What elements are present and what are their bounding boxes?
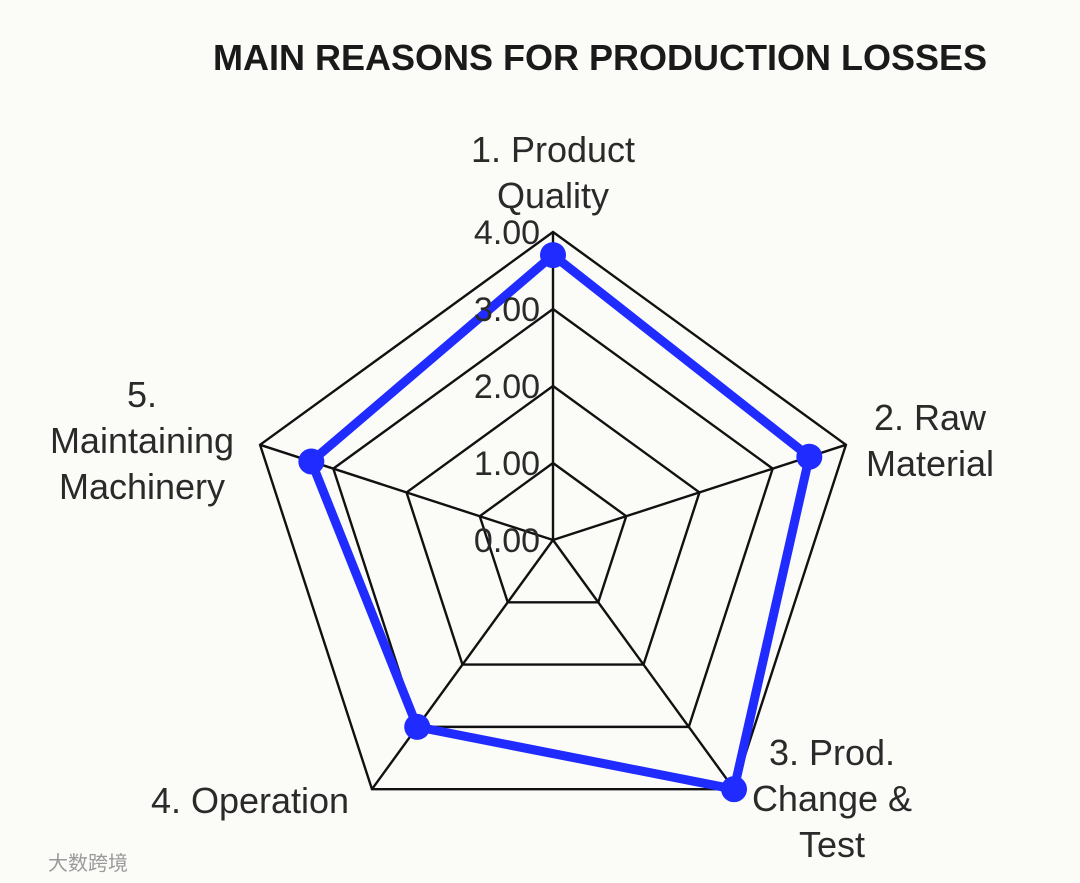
- category-label: 3. Prod. Change & Test: [752, 732, 912, 865]
- grid-spoke: [552, 539, 736, 790]
- data-point: [404, 713, 431, 740]
- tick-label: 4.00: [474, 214, 540, 252]
- grid-spoke: [370, 539, 554, 790]
- category-label: 1. Product Quality: [471, 129, 635, 216]
- category-label: 5. Maintaining Machinery: [50, 374, 234, 507]
- chart-title: MAIN REASONS FOR PRODUCTION LOSSES: [213, 37, 987, 78]
- tick-label: 0.00: [474, 522, 540, 560]
- category-label: 2. Raw Material: [866, 397, 994, 484]
- radial-tick-labels: 0.00 1.00 2.00 3.00 4.00: [474, 214, 540, 560]
- grid-ring: [258, 230, 848, 791]
- category-labels: 1. Product Quality 2. Raw Material 3. Prod. C…: [50, 129, 994, 865]
- grid-ring: [405, 384, 701, 666]
- data-point: [721, 776, 748, 803]
- data-point: [540, 242, 566, 269]
- series-line: [306, 250, 814, 794]
- tick-label: 1.00: [474, 445, 540, 483]
- radar-series: [298, 242, 823, 803]
- grid-ring: [478, 461, 628, 604]
- data-point: [796, 443, 823, 470]
- category-label: 4. Operation: [151, 780, 349, 821]
- tick-label: 3.00: [474, 291, 540, 329]
- grid-ring: [331, 307, 775, 729]
- data-point: [298, 448, 325, 475]
- tick-label: 2.00: [474, 368, 540, 406]
- radar-grid: [258, 230, 848, 791]
- watermark: 大数跨境: [48, 852, 128, 875]
